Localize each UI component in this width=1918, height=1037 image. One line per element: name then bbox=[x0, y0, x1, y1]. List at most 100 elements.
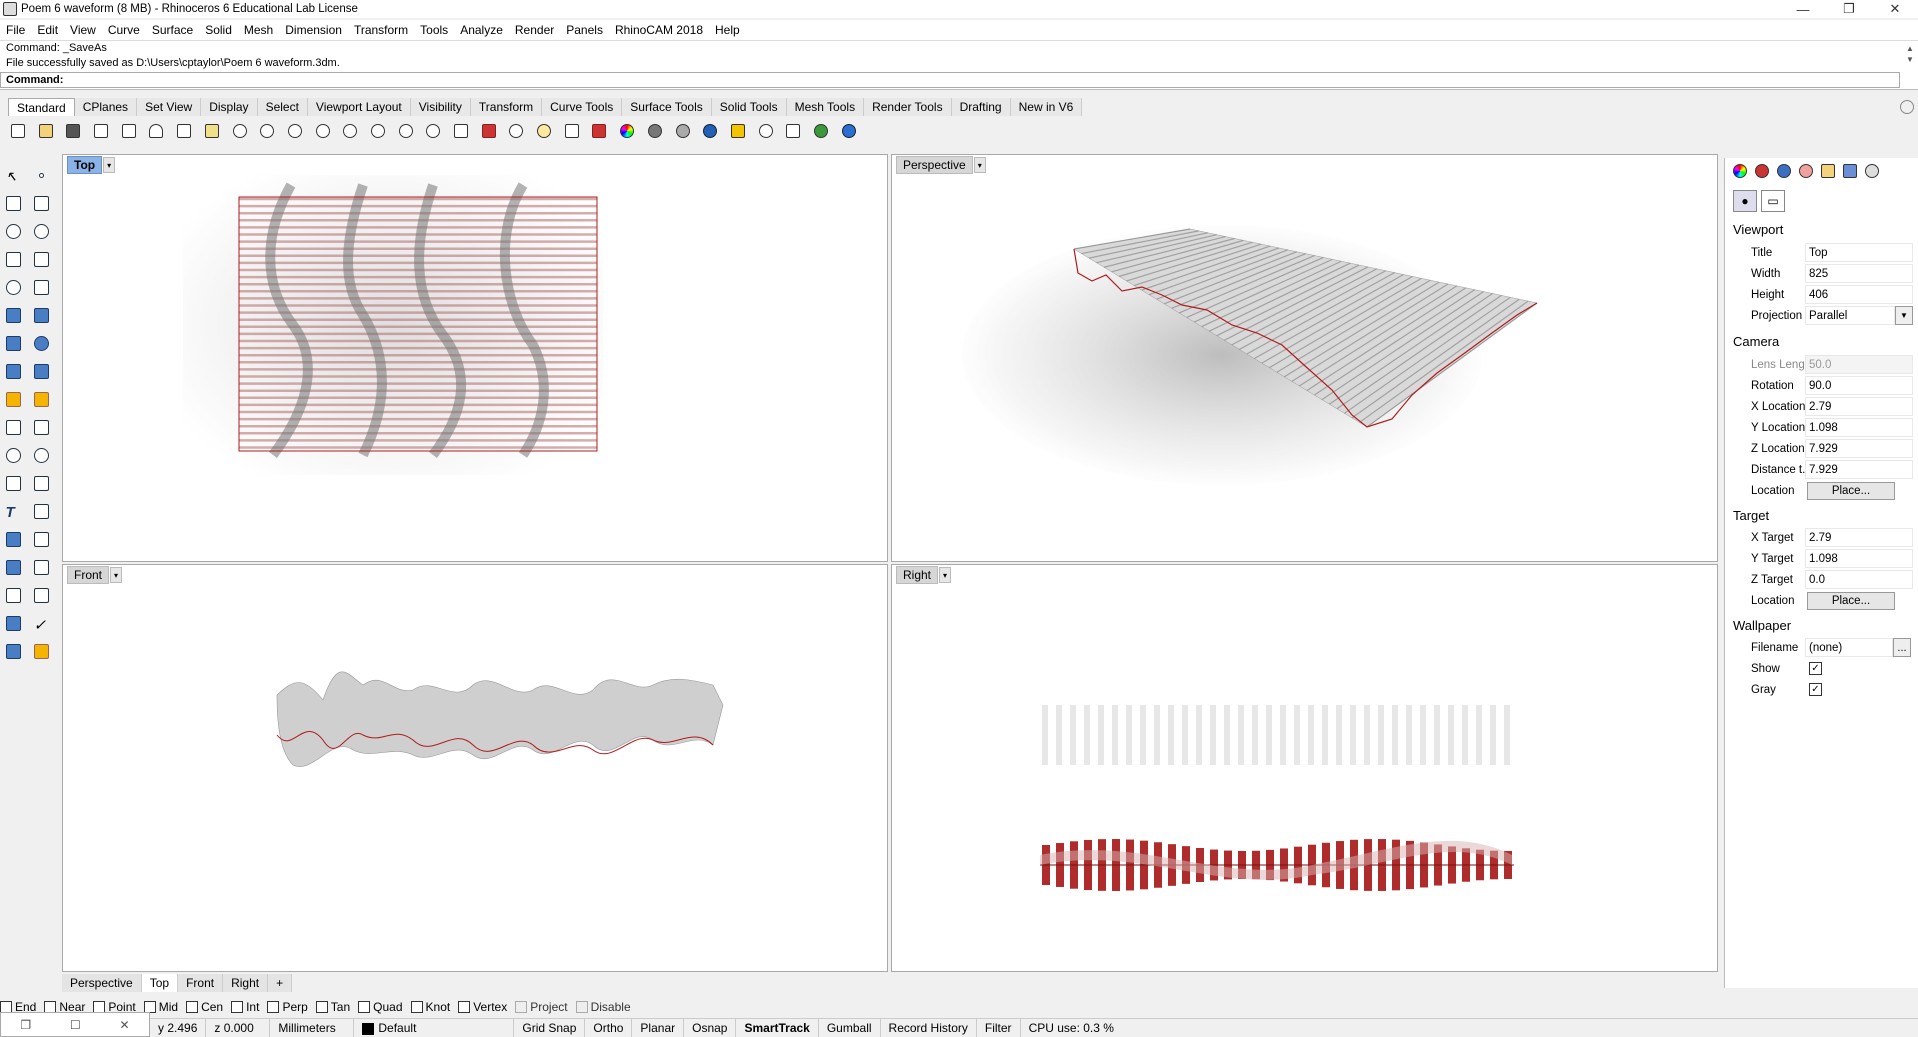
z-target-field[interactable]: 0.0 bbox=[1805, 570, 1913, 589]
zoom-all-icon[interactable] bbox=[423, 121, 443, 141]
add-viewport-tab-button[interactable]: + bbox=[268, 974, 293, 992]
surface-icon[interactable] bbox=[2, 304, 24, 326]
scale-icon[interactable] bbox=[30, 528, 52, 550]
viewport-menu-dropdown-icon[interactable]: ▾ bbox=[103, 157, 116, 173]
chevron-down-icon[interactable]: ▼ bbox=[1895, 306, 1913, 325]
osnap-tan[interactable]: Tan bbox=[315, 1000, 350, 1014]
materials-icon[interactable] bbox=[589, 121, 609, 141]
height-field[interactable]: 406 bbox=[1805, 285, 1913, 304]
ellipse-icon[interactable] bbox=[2, 276, 24, 298]
tab-render-tools[interactable]: Render Tools bbox=[864, 98, 952, 116]
move-icon[interactable] bbox=[2, 528, 24, 550]
menu-analyze[interactable]: Analyze bbox=[460, 23, 503, 37]
select-arrow-icon[interactable]: ↖ bbox=[5, 167, 18, 184]
minimized-window[interactable]: ❐ ☐ ✕ bbox=[0, 1012, 150, 1037]
menu-mesh[interactable]: Mesh bbox=[243, 23, 274, 37]
dimension-icon[interactable] bbox=[30, 500, 52, 522]
osnap-cen[interactable]: Cen bbox=[186, 1000, 223, 1014]
y-target-field[interactable]: 1.098 bbox=[1805, 549, 1913, 568]
grid-snap-toggle[interactable]: Grid Snap bbox=[514, 1019, 586, 1037]
render-material-icon[interactable] bbox=[30, 640, 52, 662]
checkbox[interactable] bbox=[231, 1001, 244, 1013]
curve-icon[interactable] bbox=[30, 192, 52, 214]
lock-icon[interactable] bbox=[562, 121, 582, 141]
polyline-icon[interactable] bbox=[2, 192, 24, 214]
current-layer[interactable]: Default bbox=[354, 1019, 515, 1037]
array-icon[interactable] bbox=[2, 584, 24, 606]
cut-icon[interactable] bbox=[146, 121, 166, 141]
tab-viewport-layout[interactable]: Viewport Layout bbox=[307, 98, 411, 116]
osnap-project[interactable]: Project bbox=[515, 1000, 568, 1014]
restore-icon[interactable]: ❐ bbox=[20, 1017, 32, 1032]
minimize-button[interactable]: — bbox=[1796, 1, 1810, 17]
color-icon[interactable] bbox=[617, 121, 637, 141]
viewport-perspective-title[interactable]: Perspective bbox=[896, 156, 973, 174]
rotation-field[interactable]: 90.0 bbox=[1805, 376, 1913, 395]
box-icon[interactable] bbox=[2, 332, 24, 354]
menu-rhinocam[interactable]: RhinoCAM 2018 bbox=[614, 23, 704, 37]
pan-icon[interactable] bbox=[257, 121, 277, 141]
smarttrack-toggle[interactable]: SmartTrack bbox=[736, 1019, 819, 1037]
viewport-right[interactable]: Right ▾ bbox=[891, 564, 1718, 972]
tab-curve-tools[interactable]: Curve Tools bbox=[542, 98, 623, 116]
polygon-icon[interactable] bbox=[2, 248, 24, 270]
text-icon[interactable]: T bbox=[5, 503, 15, 521]
cylinder-icon[interactable] bbox=[2, 360, 24, 382]
trim-icon[interactable] bbox=[30, 416, 52, 438]
tab-solid-tools[interactable]: Solid Tools bbox=[711, 98, 787, 116]
array-linear-icon[interactable] bbox=[30, 584, 52, 606]
close-icon[interactable]: ✕ bbox=[119, 1017, 130, 1032]
viewport-right-title[interactable]: Right bbox=[896, 566, 939, 584]
target-place-button[interactable]: Place... bbox=[1807, 591, 1895, 610]
camera-place-button[interactable]: Place... bbox=[1807, 481, 1895, 500]
analyze-icon[interactable] bbox=[2, 612, 24, 634]
title-field[interactable]: Top bbox=[1805, 243, 1913, 262]
group-icon[interactable] bbox=[2, 444, 24, 466]
copy-icon[interactable] bbox=[174, 121, 194, 141]
panel-settings-icon[interactable] bbox=[1861, 162, 1883, 180]
car-icon[interactable] bbox=[479, 121, 499, 141]
viewport-top-title[interactable]: Top bbox=[67, 156, 103, 174]
filter-toggle[interactable]: Filter bbox=[977, 1019, 1021, 1037]
split-icon[interactable] bbox=[2, 416, 24, 438]
show-checkbox[interactable]: ✓ bbox=[1809, 662, 1822, 675]
command-scrollbar[interactable]: ▲ ▼ bbox=[1906, 44, 1914, 64]
menu-curve[interactable]: Curve bbox=[107, 23, 140, 37]
rotate-view-icon[interactable] bbox=[285, 121, 305, 141]
fillet-curve-icon[interactable] bbox=[30, 276, 52, 298]
zoom-selected-icon[interactable] bbox=[396, 121, 416, 141]
materials-tab-icon[interactable] bbox=[1751, 162, 1773, 180]
gray-checkbox[interactable]: ✓ bbox=[1809, 683, 1822, 696]
menu-surface[interactable]: Surface bbox=[151, 23, 194, 37]
osnap-disable[interactable]: Disable bbox=[575, 1000, 631, 1014]
filename-field[interactable]: (none) bbox=[1805, 638, 1893, 657]
solid-edit-icon[interactable] bbox=[2, 640, 24, 662]
tab-set-view[interactable]: Set View bbox=[137, 98, 202, 116]
checkbox[interactable] bbox=[575, 1001, 588, 1013]
tab-display[interactable]: Display bbox=[201, 98, 258, 116]
checkbox[interactable] bbox=[515, 1001, 528, 1013]
print-icon[interactable] bbox=[91, 121, 111, 141]
command-input[interactable]: Command: bbox=[0, 72, 1900, 88]
viewport-top[interactable]: Top ▾ bbox=[62, 154, 888, 562]
tab-transform[interactable]: Transform bbox=[470, 98, 543, 116]
select-icon[interactable] bbox=[728, 121, 748, 141]
width-field[interactable]: 825 bbox=[1805, 264, 1913, 283]
lightbulb-icon[interactable] bbox=[534, 121, 554, 141]
tab-cplanes[interactable]: CPlanes bbox=[74, 98, 138, 116]
open-icon[interactable] bbox=[36, 121, 56, 141]
osnap-end[interactable]: End bbox=[0, 1000, 36, 1014]
lights-tab-icon[interactable] bbox=[1795, 162, 1817, 180]
gumball-toggle[interactable]: Gumball bbox=[819, 1019, 881, 1037]
extrude-icon[interactable] bbox=[2, 556, 24, 578]
osnap-point[interactable]: Point bbox=[93, 1000, 136, 1014]
properties-icon[interactable] bbox=[506, 121, 526, 141]
menu-solid[interactable]: Solid bbox=[205, 23, 232, 37]
viewport-tab-top[interactable]: Top bbox=[141, 974, 179, 992]
viewport-top-label[interactable]: Top ▾ bbox=[67, 156, 116, 174]
projection-select[interactable]: Parallel bbox=[1805, 306, 1895, 325]
menu-file[interactable]: File bbox=[6, 23, 26, 37]
x-target-field[interactable]: 2.79 bbox=[1805, 528, 1913, 547]
rebuild-icon[interactable] bbox=[30, 472, 52, 494]
toolbar-settings-icon[interactable] bbox=[1900, 100, 1914, 114]
